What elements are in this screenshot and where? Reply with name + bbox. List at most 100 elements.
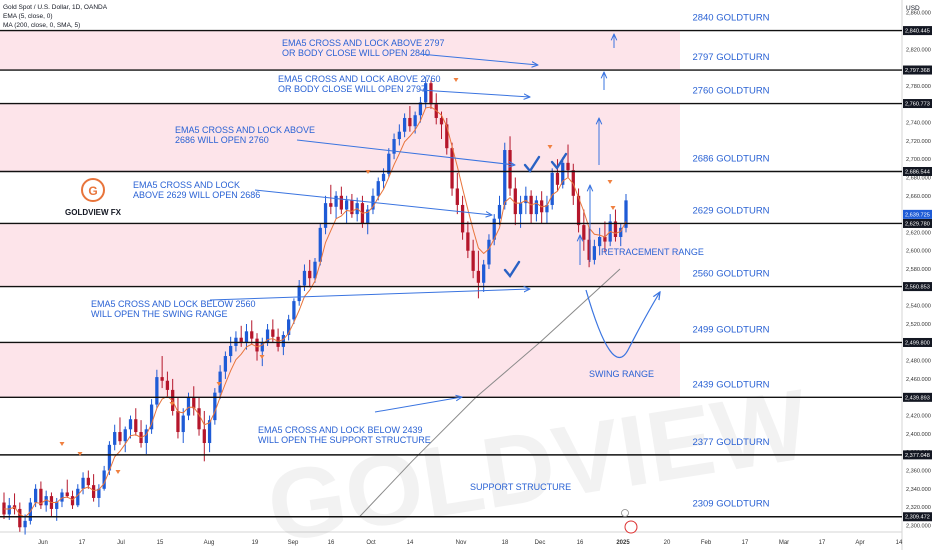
price-tick-label: 2,540.000: [906, 304, 931, 310]
candle-body: [160, 377, 164, 381]
time-tick-label: Feb: [701, 540, 712, 546]
candle-body: [102, 470, 106, 489]
time-tick-label: 17: [819, 540, 826, 546]
event-info-icon: [621, 509, 629, 517]
level-price-tag: [903, 392, 932, 402]
candle-body: [576, 195, 581, 226]
level-label: 2439 GOLDTURN: [692, 379, 769, 390]
price-tick-label: 2,480.000: [906, 359, 931, 365]
candle-body: [60, 492, 64, 502]
candle-body: [460, 204, 465, 233]
candle-body: [587, 239, 591, 260]
price-tick-label: 2,860.000: [906, 11, 931, 17]
annotation-arrows: [59, 34, 661, 534]
candle-body: [81, 477, 85, 489]
candle-body: [302, 270, 307, 286]
zone-band: [0, 342, 680, 398]
current-price-tag: [903, 209, 932, 219]
annotation-text: SWING RANGE: [589, 369, 654, 379]
candle-body: [313, 261, 317, 279]
annotation-arrow: [209, 289, 530, 301]
candle-body: [223, 356, 228, 372]
time-tick-label: 16: [328, 540, 335, 546]
candle-body: [482, 264, 486, 283]
event-flag-icon: [624, 520, 638, 534]
candle-body: [265, 329, 270, 343]
candle-body: [339, 195, 343, 210]
candle-body: [392, 139, 396, 154]
ma-indicator-label[interactable]: MA (200, close, 0, SMA, 5): [3, 22, 81, 29]
time-tick-label: Sep: [288, 540, 299, 546]
candle-body: [244, 331, 249, 343]
current-price-tag-text: 2,639.725: [905, 212, 930, 218]
ma200-line: [359, 268, 621, 517]
ema-indicator-label[interactable]: EMA (5, close, 0): [3, 13, 53, 20]
annotation-text: EMA5 CROSS AND LOCK BELOW 2560: [91, 299, 256, 309]
level-price-tag: [903, 512, 932, 522]
time-tick-label: Nov: [456, 540, 467, 546]
candle-body: [350, 200, 354, 215]
candle-body: [571, 170, 575, 196]
candle-body: [123, 429, 127, 442]
price-tick-label: 2,780.000: [906, 84, 931, 90]
candle-body: [55, 501, 59, 509]
annotation-text: EMA5 CROSS AND LOCK ABOVE: [175, 125, 315, 135]
candle-body: [250, 331, 254, 339]
candle-body: [128, 419, 133, 430]
candle-body: [97, 488, 101, 498]
candle-body: [287, 319, 291, 335]
level-label: 2499 GOLDTURN: [692, 324, 769, 335]
annotation-text: EMA5 CROSS AND LOCK ABOVE 2760: [278, 74, 441, 84]
time-tick-label: 17: [79, 540, 86, 546]
candle-body: [308, 270, 312, 279]
level-price-tag-text: 2,760.773: [905, 102, 930, 108]
price-tick-label: 2,580.000: [906, 267, 931, 273]
swing-range-curve: [585, 289, 660, 359]
level-price-tag: [903, 99, 932, 109]
fractal-marker-icon: [610, 206, 616, 210]
candle-body: [107, 444, 112, 471]
fractal-marker-icon: [216, 382, 222, 386]
annotation-text: RETRACEMENT RANGE: [601, 247, 704, 257]
candle-body: [292, 301, 296, 320]
level-price-tag-text: 2,797.368: [905, 68, 930, 74]
level-price-tag-text: 2,686.544: [905, 169, 930, 175]
candle-body: [424, 83, 428, 103]
time-tick-label: Aug: [204, 540, 215, 546]
time-tick-label: 18: [502, 540, 509, 546]
candle-body: [366, 209, 370, 224]
candle-body: [518, 203, 523, 215]
candle-body: [381, 173, 386, 182]
level-price-tag-text: 2,629.780: [905, 221, 930, 227]
candle-body: [582, 225, 586, 240]
time-tick-label: Apr: [855, 540, 864, 546]
time-tick-label: 14: [896, 540, 903, 546]
level-label: 2797 GOLDTURN: [692, 52, 769, 63]
candle-body: [445, 124, 449, 149]
time-tick-label: 16: [577, 540, 584, 546]
level-price-tag: [903, 166, 932, 176]
annotation-text: WILL OPEN THE SWING RANGE: [91, 309, 228, 319]
candle-body: [239, 337, 243, 343]
level-label: 2840 GOLDTURN: [692, 13, 769, 24]
candle-body: [471, 250, 475, 271]
candle-body: [619, 227, 623, 238]
annotation-text: OR BODY CLOSE WILL OPEN 2840: [282, 48, 430, 58]
annotation-text: SUPPORT STRUCTURE: [470, 482, 571, 492]
level-label: 2309 GOLDTURN: [692, 499, 769, 510]
time-tick-label: 17: [742, 540, 749, 546]
ema5-polyline: [4, 106, 627, 518]
candle-body: [466, 232, 470, 251]
candle-body: [18, 508, 22, 528]
candle-body: [39, 488, 43, 506]
candle-body: [592, 246, 597, 260]
candle-body: [476, 270, 481, 283]
time-tick-label: 20: [664, 540, 671, 546]
fractal-marker-icon: [607, 180, 613, 184]
candle-body: [76, 488, 80, 506]
candle-body: [566, 162, 570, 171]
price-tick-label: 2,300.000: [906, 523, 931, 529]
candle-body: [202, 429, 206, 444]
candle-body: [439, 117, 444, 125]
price-tick-label: 2,340.000: [906, 487, 931, 493]
